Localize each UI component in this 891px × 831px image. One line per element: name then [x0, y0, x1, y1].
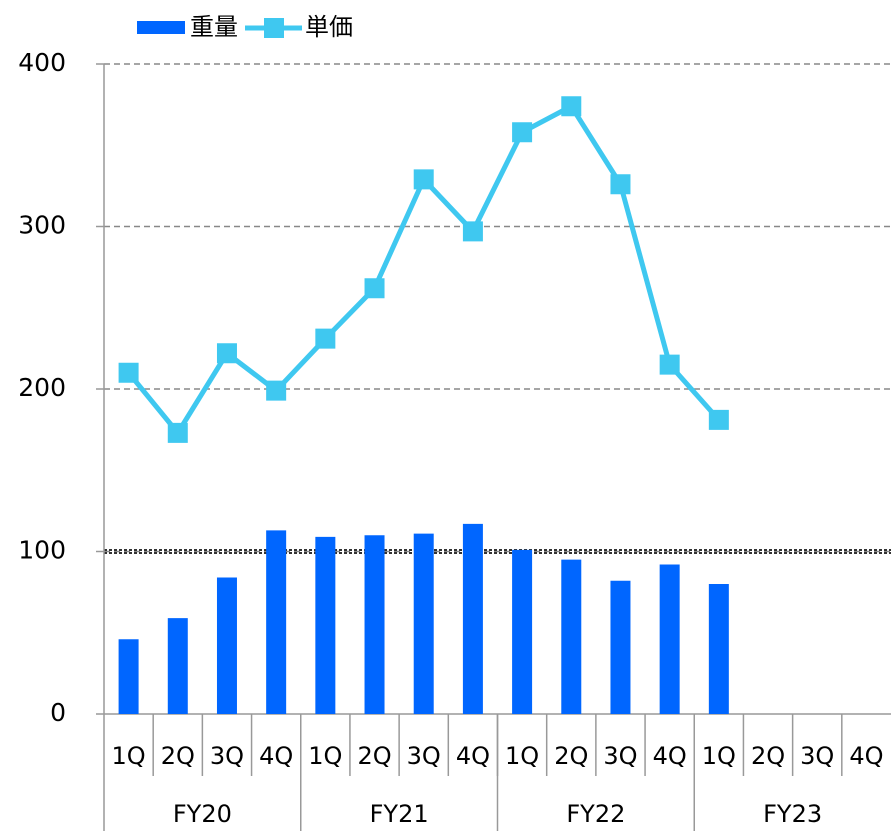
- y-tick-label: 400: [18, 48, 66, 77]
- bar: [561, 559, 582, 714]
- bar: [462, 523, 483, 714]
- legend-swatch: [264, 18, 284, 38]
- x-tick-label: 3Q: [407, 742, 441, 770]
- line-marker: [266, 380, 287, 401]
- legend-label: 重量: [190, 13, 238, 41]
- bar: [315, 536, 336, 714]
- line-marker: [610, 174, 631, 195]
- bar: [266, 530, 287, 714]
- x-tick-label: 2Q: [161, 742, 195, 770]
- bar: [512, 549, 533, 714]
- x-tick-label: 4Q: [653, 742, 687, 770]
- bar: [708, 584, 729, 714]
- x-tick-label: 2Q: [357, 742, 391, 770]
- bar: [413, 533, 434, 714]
- line-marker: [512, 122, 533, 143]
- x-tick-label: 3Q: [800, 742, 834, 770]
- legend-label: 単価: [305, 13, 353, 41]
- x-tick-label: 3Q: [603, 742, 637, 770]
- x-tick-label: 1Q: [112, 742, 146, 770]
- x-tick-label: 2Q: [751, 742, 785, 770]
- line-marker: [364, 278, 385, 299]
- line-marker: [167, 422, 188, 443]
- x-tick-label: 2Q: [554, 742, 588, 770]
- x-tick-label: 4Q: [849, 742, 883, 770]
- y-tick-label: 100: [18, 536, 66, 565]
- y-tick-label: 200: [18, 373, 66, 402]
- bar: [167, 618, 188, 714]
- line-marker: [315, 328, 336, 349]
- x-tick-label: 1Q: [308, 742, 342, 770]
- line-marker: [216, 343, 237, 364]
- line-marker: [462, 221, 483, 242]
- group-label: FY23: [763, 800, 822, 828]
- x-tick-label: 3Q: [210, 742, 244, 770]
- x-tick-label: 4Q: [456, 742, 490, 770]
- group-label: FY22: [566, 800, 625, 828]
- line-marker: [118, 362, 139, 383]
- x-tick-label: 1Q: [505, 742, 539, 770]
- legend-swatch: [137, 21, 185, 34]
- x-tick-label: 4Q: [259, 742, 293, 770]
- group-label: FY21: [370, 800, 429, 828]
- bar: [659, 564, 680, 714]
- line-marker: [659, 354, 680, 375]
- line-marker: [561, 96, 582, 117]
- y-tick-label: 0: [50, 698, 66, 727]
- line-marker: [708, 409, 729, 430]
- line: [126, 103, 721, 436]
- bar: [118, 639, 139, 714]
- bar: [610, 580, 631, 714]
- bar: [364, 535, 385, 714]
- bar: [216, 577, 237, 714]
- y-tick-label: 300: [18, 211, 66, 240]
- x-tick-label: 1Q: [702, 742, 736, 770]
- group-label: FY20: [173, 800, 232, 828]
- line-marker: [413, 169, 434, 190]
